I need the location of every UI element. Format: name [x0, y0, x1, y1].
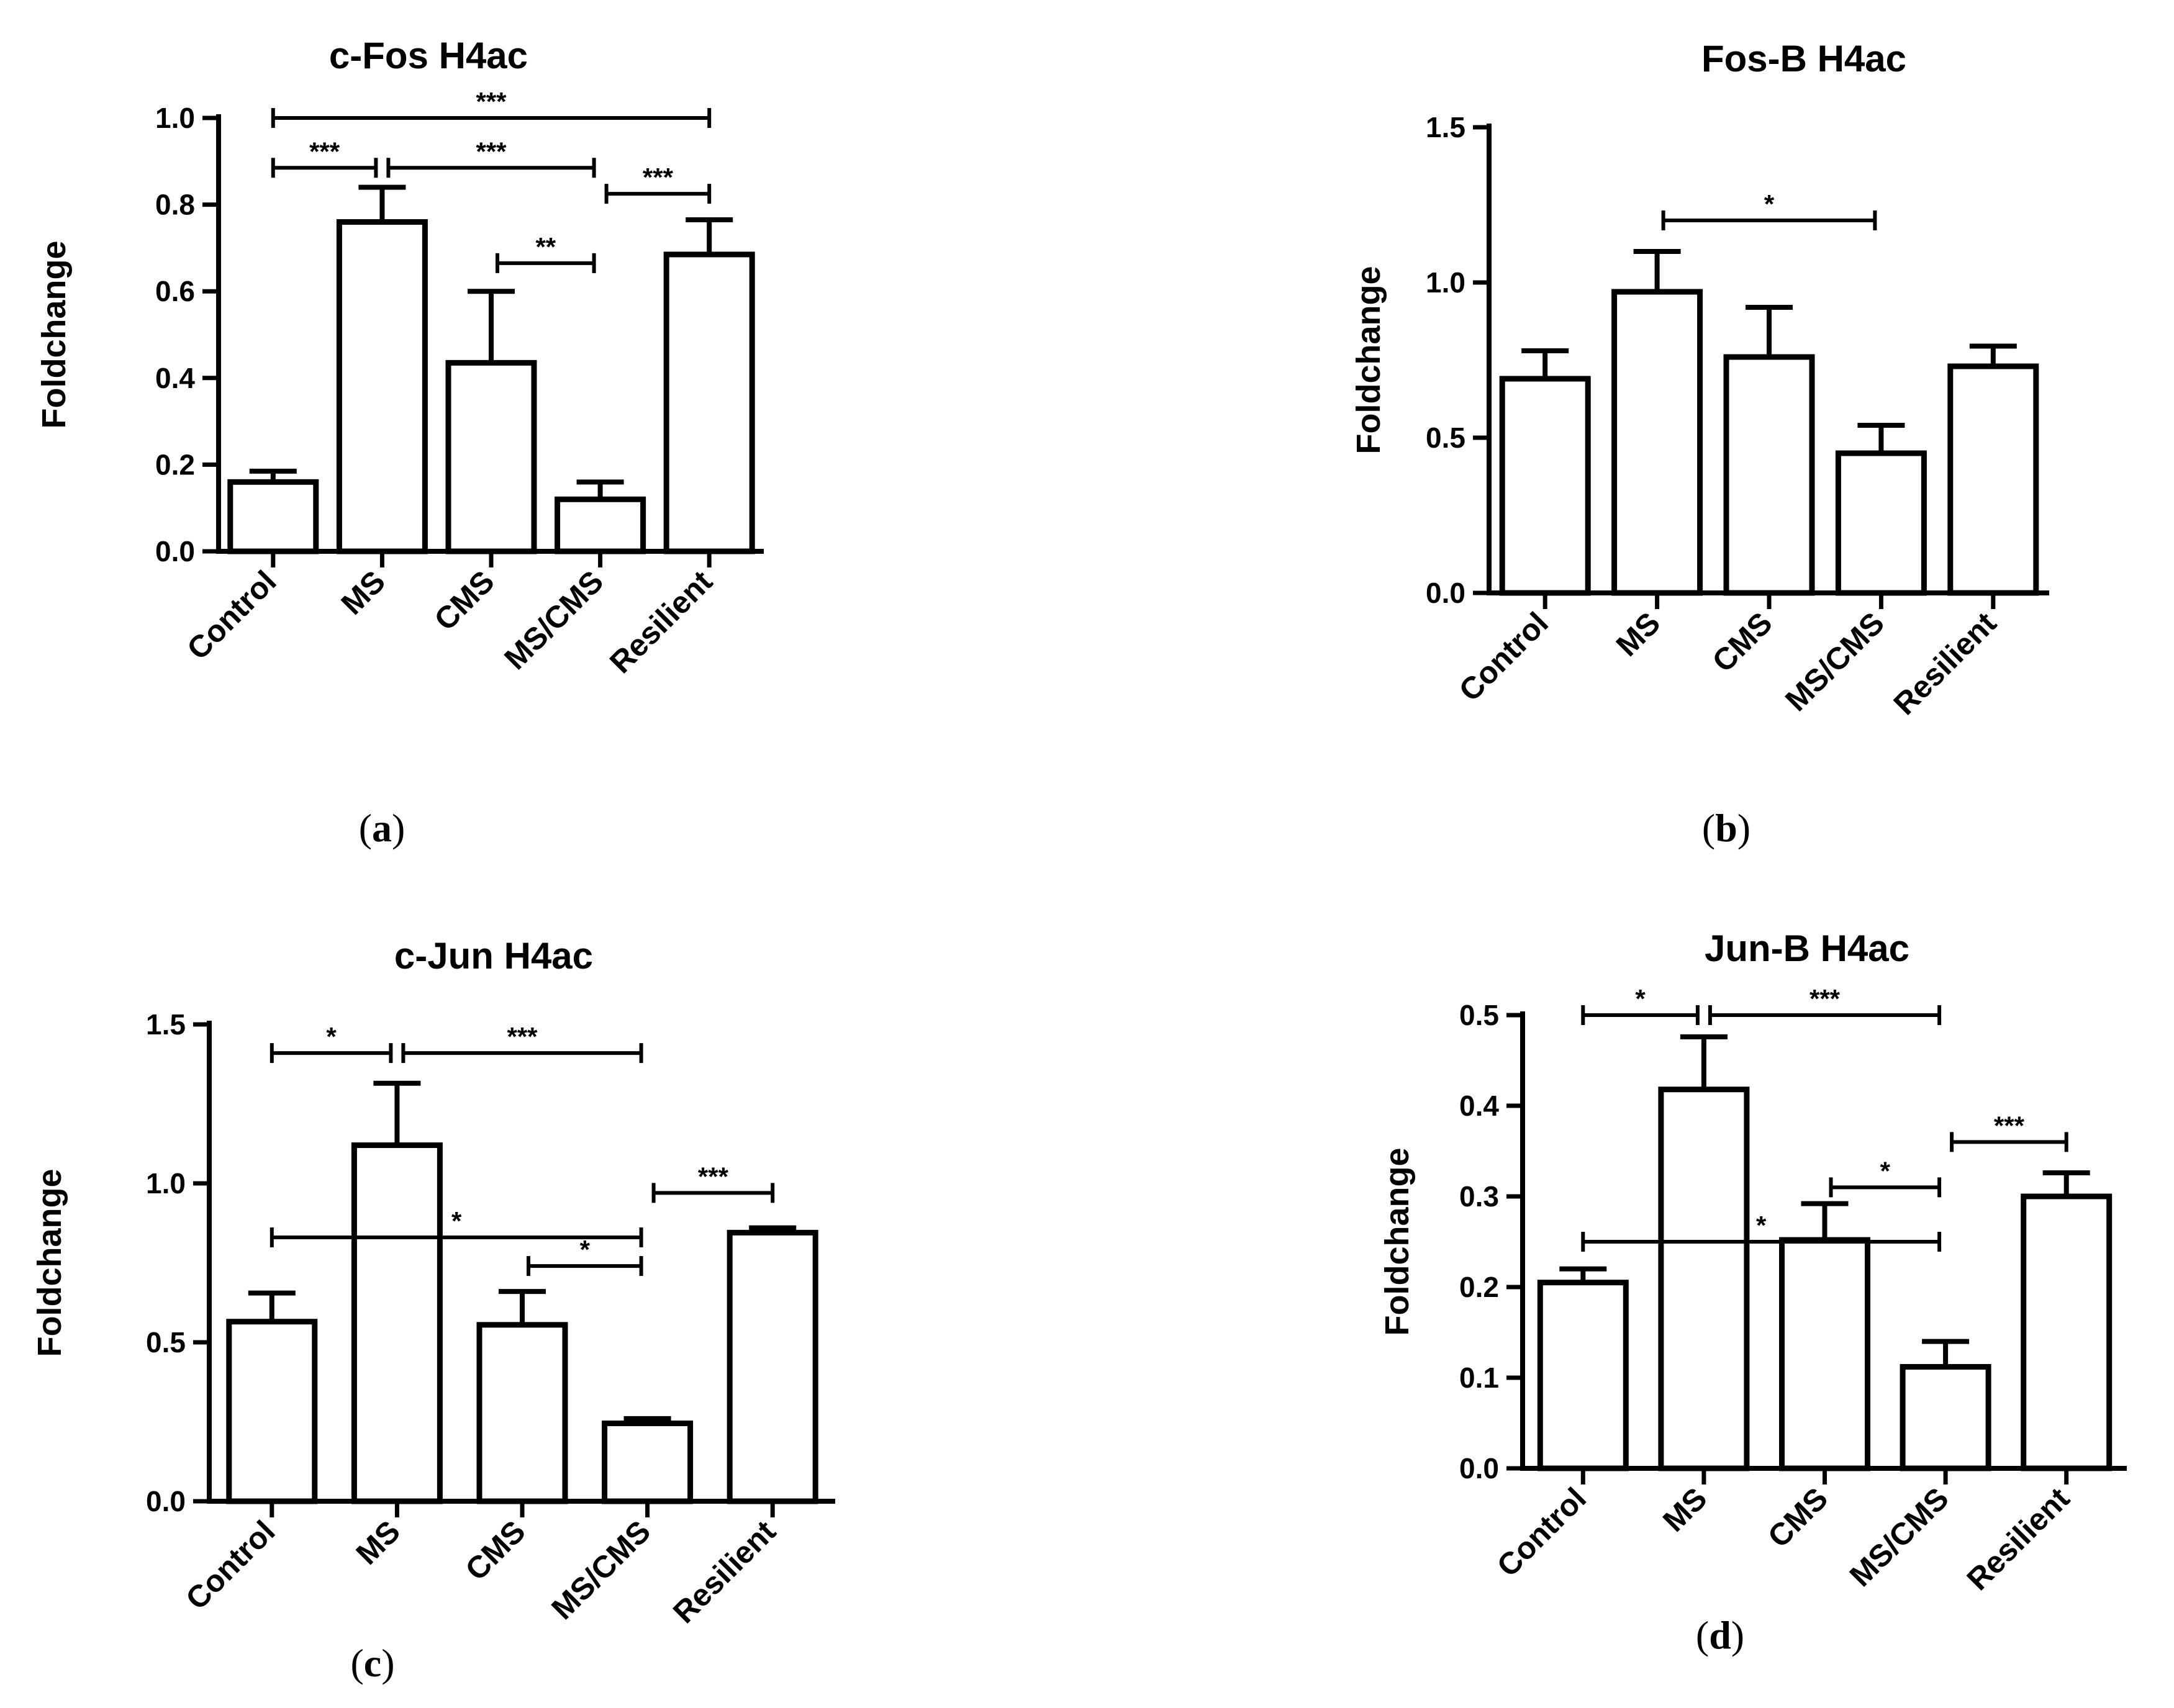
y-tick-label: 0.4 [1459, 1090, 1499, 1122]
panel-letter: (b) [1702, 806, 1751, 850]
chart-title: Jun-B H4ac [1705, 928, 1909, 969]
bar-ms [351, 1142, 443, 1504]
significance-label: * [1756, 1211, 1767, 1240]
bar-cms [1779, 1237, 1870, 1471]
y-axis-label: Foldchange [1379, 1147, 1416, 1335]
chart-title: Fos-B H4ac [1701, 38, 1906, 79]
bar-control [1499, 376, 1591, 596]
y-tick-label: 0.2 [155, 448, 195, 481]
chart-title: c-Fos H4ac [329, 35, 528, 76]
significance-bracket: *** [1950, 1111, 2068, 1152]
panel-letter-value: c [364, 1641, 381, 1685]
bar-control [1537, 1280, 1629, 1471]
bar-cms [476, 1322, 568, 1504]
y-tick-label: 0.8 [155, 189, 195, 221]
significance-label: *** [643, 163, 674, 192]
y-tick-label: 1.5 [1426, 111, 1465, 143]
significance-label: * [1880, 1156, 1891, 1185]
significance-bracket: *** [1708, 984, 1942, 1025]
significance-bracket: * [1661, 189, 1877, 230]
y-axis-label: Foldchange [31, 1168, 68, 1357]
bar-ms-cms [1835, 450, 1927, 596]
y-tick-label: 0.5 [1426, 422, 1465, 454]
bar-ms-cms [602, 1421, 694, 1504]
bar-resilient [2021, 1193, 2113, 1471]
bar-ms [1611, 289, 1703, 596]
significance-bracket: * [269, 1206, 643, 1248]
panel-letter-value: b [1715, 806, 1737, 850]
bar-ms-cms [1900, 1363, 1991, 1471]
significance-label: * [326, 1022, 337, 1051]
significance-label: *** [507, 1022, 538, 1051]
panel-letter: (c) [350, 1641, 394, 1685]
y-tick-label: 0.0 [1459, 1452, 1499, 1484]
y-tick-label: 1.0 [155, 102, 195, 134]
y-tick-label: 1.5 [146, 1008, 186, 1041]
panel-letter-value: d [1709, 1613, 1731, 1657]
significance-label: *** [476, 87, 507, 116]
significance-label: *** [309, 137, 340, 166]
bar-ms-cms [555, 496, 646, 554]
significance-label: *** [698, 1162, 729, 1191]
y-tick-label: 0.4 [155, 362, 195, 394]
bar-ms [1658, 1087, 1750, 1471]
significance-bracket: *** [604, 163, 712, 204]
bar-resilient [727, 1229, 818, 1504]
significance-bracket: * [1829, 1156, 1942, 1198]
y-tick-label: 0.2 [1459, 1271, 1499, 1303]
significance-bracket: *** [271, 87, 712, 128]
y-tick-label: 0.0 [155, 535, 195, 567]
significance-label: * [451, 1206, 462, 1236]
bar-control [226, 1319, 318, 1504]
bar-resilient [663, 251, 755, 554]
y-axis-label: Foldchange [1350, 266, 1387, 454]
bar-cms [445, 359, 537, 554]
y-tick-label: 0.1 [1459, 1362, 1499, 1394]
significance-bracket: *** [271, 137, 378, 178]
significance-bracket: * [527, 1235, 643, 1276]
bar-cms [1723, 354, 1815, 596]
significance-bracket: *** [651, 1162, 775, 1203]
bar-resilient [1947, 363, 2039, 596]
chart-title: c-Jun H4ac [394, 935, 593, 977]
y-axis-label: Foldchange [35, 240, 73, 428]
significance-bracket: *** [386, 137, 596, 178]
y-tick-label: 0.0 [1426, 577, 1465, 609]
significance-label: ** [535, 232, 556, 261]
y-tick-label: 1.0 [1426, 266, 1465, 299]
y-tick-label: 0.5 [146, 1326, 186, 1358]
significance-label: *** [1994, 1111, 2025, 1140]
panel-letter-value: a [372, 806, 392, 850]
significance-label: * [1635, 984, 1646, 1013]
panel-letter: (a) [359, 806, 405, 850]
y-tick-label: 0.5 [1459, 999, 1499, 1031]
y-tick-label: 0.3 [1459, 1180, 1499, 1213]
bar-control [227, 479, 319, 554]
significance-label: *** [476, 137, 507, 166]
significance-bracket: ** [496, 232, 596, 273]
y-tick-label: 1.0 [146, 1167, 186, 1200]
bar-ms [336, 219, 428, 554]
significance-bracket: * [269, 1022, 393, 1064]
significance-label: *** [1809, 984, 1841, 1013]
y-tick-label: 0.6 [155, 275, 195, 307]
panel-letter: (d) [1696, 1613, 1744, 1657]
significance-bracket: * [1581, 1211, 1942, 1252]
significance-label: * [580, 1235, 591, 1264]
significance-label: * [1764, 189, 1775, 219]
significance-bracket: *** [401, 1022, 643, 1064]
y-tick-label: 0.0 [146, 1485, 186, 1517]
significance-bracket: * [1581, 984, 1700, 1025]
